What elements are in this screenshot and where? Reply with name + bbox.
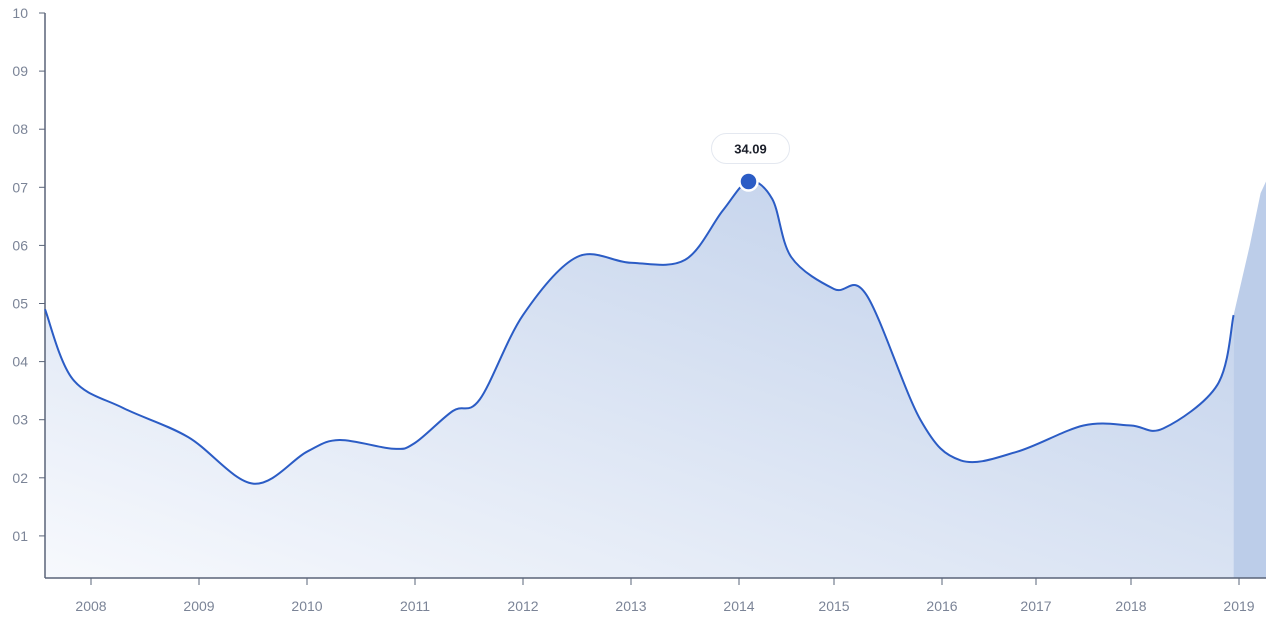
y-tick-label: 09: [12, 63, 28, 79]
y-tick-label: 04: [12, 354, 28, 370]
area-layer: [45, 181, 1266, 578]
tick-layer: 01 02 03 04 05 06 07 08 09 10 2008 2009 2010 2011 2012…: [12, 5, 1254, 614]
y-tick-label: 06: [12, 237, 28, 253]
axis-layer: [44, 13, 1266, 579]
x-tick-label: 2018: [1115, 598, 1146, 614]
y-tick-label: 02: [12, 470, 28, 486]
line-layer: [44, 180, 1235, 485]
y-tick-label: 10: [12, 5, 28, 21]
tooltip-box: [711, 133, 790, 164]
x-tick-label: 2010: [291, 598, 322, 614]
highlight-point[interactable]: [738, 171, 759, 192]
y-tick-label: 05: [12, 296, 28, 312]
x-tick-label: 2008: [75, 598, 106, 614]
x-tick-label: 2012: [507, 598, 538, 614]
series-area: [45, 181, 1234, 578]
x-tick-label: 2017: [1020, 598, 1051, 614]
x-tick-label: 2014: [723, 598, 754, 614]
x-tick-label: 2015: [818, 598, 849, 614]
x-tick-label: 2011: [400, 598, 430, 614]
y-tick-label: 08: [12, 121, 28, 137]
y-tick-label: 01: [12, 528, 28, 544]
marker-layer: 34.09: [711, 133, 790, 192]
x-tick-label: 2009: [183, 598, 214, 614]
x-tick-label: 2013: [615, 598, 646, 614]
series-line: [44, 180, 1235, 485]
x-tick-label: 2019: [1223, 598, 1254, 614]
right-edge-fill: [1233, 181, 1266, 578]
y-tick-label: 03: [12, 412, 28, 428]
tooltip-value: 34.09: [734, 142, 767, 157]
y-tick-label: 07: [12, 179, 28, 195]
x-tick-label: 2016: [926, 598, 957, 614]
